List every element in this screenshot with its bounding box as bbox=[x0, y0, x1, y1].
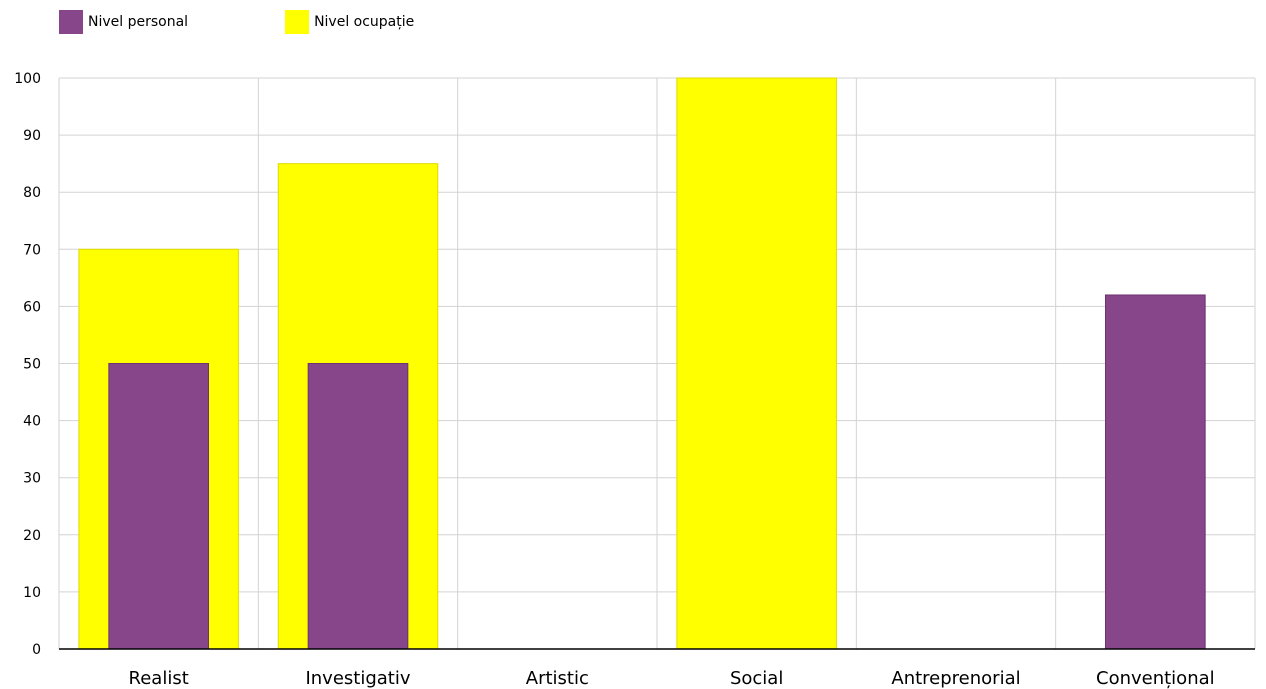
bar-nivel-personal-investigativ bbox=[307, 363, 409, 650]
bar-nivel-ocupatie-social bbox=[676, 77, 837, 650]
bar-nivel-personal-realist bbox=[108, 363, 209, 650]
y-tick-label-20: 20 bbox=[23, 528, 41, 544]
legend-item-nivel-personal: Nivel personal bbox=[59, 10, 188, 34]
y-tick-label-70: 70 bbox=[23, 242, 41, 258]
x-category-label-antreprenorial: Antreprenorial bbox=[891, 668, 1020, 689]
y-tick-label-60: 60 bbox=[23, 299, 41, 315]
x-axis-category-labels: Realist Investigativ Artistic Social Antrepr… bbox=[129, 668, 1215, 689]
y-tick-label-30: 30 bbox=[23, 471, 41, 487]
legend-swatch-nivel-personal bbox=[59, 10, 83, 34]
y-tick-label-90: 90 bbox=[23, 128, 41, 144]
y-tick-label-0: 0 bbox=[32, 642, 41, 658]
bar-nivel-personal-conventional bbox=[1105, 294, 1206, 650]
y-axis-tick-labels: 0 10 20 30 40 50 60 70 80 90 100 bbox=[14, 71, 41, 658]
y-tick-label-80: 80 bbox=[23, 185, 41, 201]
x-category-label-investigativ: Investigativ bbox=[305, 668, 410, 689]
x-category-label-realist: Realist bbox=[129, 668, 189, 689]
legend-label-nivel-ocupatie: Nivel ocupație bbox=[314, 14, 415, 30]
x-category-label-conventional: Convențional bbox=[1096, 668, 1215, 689]
legend-label-nivel-personal: Nivel personal bbox=[88, 14, 189, 30]
series-nivel-personal bbox=[108, 294, 1206, 650]
y-tick-label-50: 50 bbox=[23, 357, 41, 373]
y-tick-label-10: 10 bbox=[23, 585, 41, 601]
chart-legend: Nivel personal Nivel ocupație bbox=[59, 8, 414, 36]
legend-item-nivel-ocupatie: Nivel ocupație bbox=[285, 10, 414, 34]
x-category-label-social: Social bbox=[730, 668, 783, 689]
y-tick-label-40: 40 bbox=[23, 414, 41, 430]
legend-swatch-nivel-ocupatie bbox=[285, 10, 310, 34]
y-tick-label-100: 100 bbox=[14, 71, 41, 87]
x-category-label-artistic: Artistic bbox=[526, 668, 589, 689]
